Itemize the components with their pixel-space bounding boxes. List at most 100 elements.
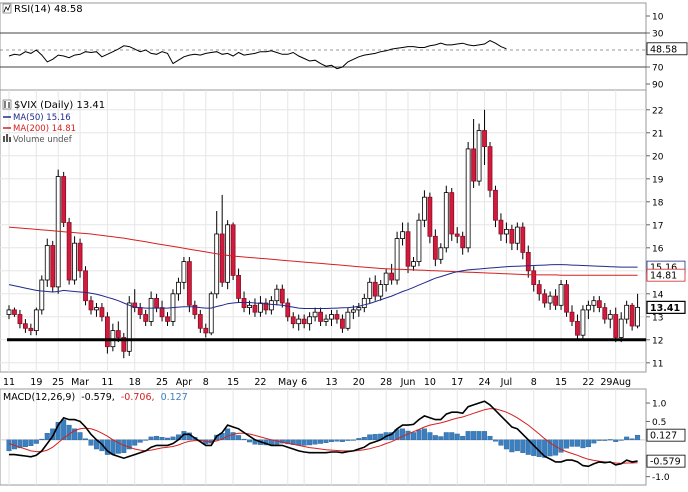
macd-value-label-box (646, 454, 686, 468)
candle-down (575, 320, 580, 336)
candle-down (115, 330, 121, 338)
macd-histogram-bar (443, 432, 449, 441)
macd-legend-hist: 0.127 (161, 392, 188, 403)
x-tick-label: 19 (30, 377, 42, 388)
candle-down (143, 314, 149, 322)
rsi-tick-label: 30 (652, 30, 664, 40)
macd-histogram-bar (165, 437, 171, 441)
candle-up (176, 281, 181, 295)
candle-down (290, 316, 296, 325)
macd-histogram-bar (17, 439, 23, 449)
candle-up (72, 242, 77, 281)
candle-down (137, 307, 143, 315)
macd-histogram-bar (115, 439, 121, 454)
macd-histogram-bar (339, 439, 345, 442)
macd-histogram-bar (110, 439, 116, 455)
macd-histogram-bar (361, 437, 367, 441)
x-tick-label: 8 (203, 377, 209, 388)
candle-up (94, 307, 99, 311)
candle-down (487, 146, 493, 191)
macd-histogram-bar (432, 435, 438, 441)
price-tick-label: 18 (652, 198, 664, 208)
macd-histogram-bar (471, 431, 477, 441)
candle-down (121, 337, 127, 352)
candle-up (214, 233, 220, 295)
candle-down (219, 233, 225, 283)
candle-up (208, 293, 214, 334)
candle-up (558, 284, 564, 306)
candle-down (482, 130, 487, 148)
candle-down (285, 302, 291, 318)
macd-histogram-bar (274, 439, 280, 445)
candle-down (460, 235, 466, 249)
candle-up (148, 297, 154, 322)
price-tick-label: 17 (652, 221, 663, 231)
candle-down (12, 309, 17, 315)
macd-histogram-bar (574, 439, 580, 447)
candle-down (17, 314, 23, 325)
macd-histogram-bar (482, 431, 488, 441)
macd-histogram-bar (438, 436, 444, 441)
candle-down (252, 304, 258, 313)
candle-down (159, 307, 165, 318)
candle-up (247, 304, 252, 308)
ma200-value-label: 14.81 (650, 271, 677, 282)
macd-histogram-bar (460, 435, 466, 441)
histogram-value-label-box (646, 428, 686, 442)
candle-up (443, 192, 449, 249)
candle-up (394, 238, 400, 281)
macd-panel: 1.0 0.5 -1.0 0.127 -0.579 MACD(12,26,9) -0.… (0, 388, 686, 486)
macd-histogram-bar (6, 439, 12, 452)
macd-histogram-bar (449, 432, 455, 441)
price-legend: $VIX (Daily) 13.41 MA(50) 15.16 MA(200) … (2, 99, 105, 145)
x-tick-label: 22 (582, 377, 594, 388)
macd-histogram-bar (350, 439, 356, 441)
macd-histogram-bar (143, 439, 149, 441)
macd-histogram-bar (345, 439, 351, 441)
candle-down (192, 304, 198, 315)
macd-histogram-bar (137, 439, 143, 443)
macd-histogram-bar (514, 439, 520, 452)
x-tick-label: 10 (424, 377, 436, 388)
candle-up (33, 309, 39, 331)
candle-up (422, 196, 427, 221)
candle-up (225, 224, 231, 283)
macd-histogram-bar (591, 439, 597, 444)
price-tick-label: 12 (652, 336, 663, 346)
macd-legend-signal: -0.706, (121, 392, 155, 403)
candle-up (547, 295, 553, 304)
rsi-panel: 9070503010 RSI(14) 48.58 48.58 (0, 2, 688, 91)
macd-histogram-bar (22, 439, 28, 448)
candle-up (416, 219, 422, 262)
macd-histogram-bar (356, 438, 362, 441)
ma50-legend: MA(50) 15.16 (13, 113, 71, 123)
candle-down (498, 219, 504, 235)
price-tick-label: 20 (652, 152, 664, 162)
candle-down (432, 235, 438, 260)
price-tick-label: 22 (652, 106, 663, 116)
candle-down (602, 307, 608, 320)
candle-up (296, 318, 302, 325)
candle-down (553, 295, 558, 306)
rsi-frame (0, 2, 647, 91)
candle-up (624, 304, 630, 320)
macd-legend-name: MACD(12,26,9) (3, 392, 75, 403)
macd-histogram-bar (307, 439, 313, 446)
candle-down (22, 323, 28, 329)
macd-histogram-bar (77, 432, 83, 441)
candle-up (274, 288, 280, 302)
macd-histogram-bar (148, 436, 154, 441)
candle-up (585, 304, 591, 311)
candle-down (154, 297, 159, 308)
candle-down (301, 318, 307, 325)
candle-down (389, 272, 395, 281)
macd-histogram-bar (44, 433, 50, 441)
macd-histogram-bar (498, 439, 504, 446)
last-price-label: 13.41 (650, 303, 680, 314)
macd-histogram-bar (629, 438, 635, 441)
macd-histogram-bar (624, 436, 630, 441)
candle-up (465, 148, 471, 249)
x-tick-label: 15 (227, 377, 239, 388)
